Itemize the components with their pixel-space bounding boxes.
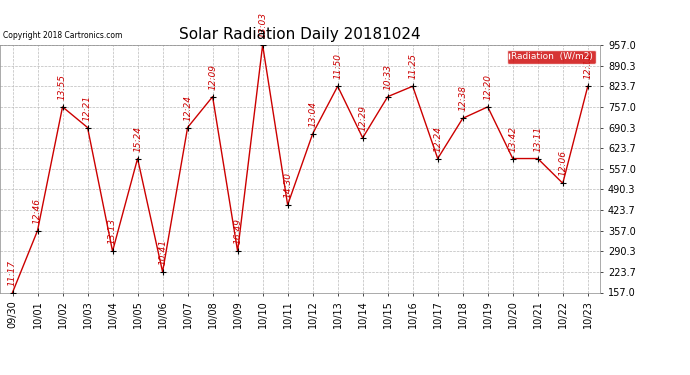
Text: 13:13: 13:13 (108, 218, 117, 244)
Text: 12:24: 12:24 (433, 126, 442, 152)
Text: 10:41: 10:41 (158, 239, 167, 265)
Text: 16:49: 16:49 (233, 218, 242, 244)
Text: 12:06: 12:06 (558, 150, 567, 176)
Text: 12:20: 12:20 (483, 74, 492, 100)
Text: 11:50: 11:50 (333, 53, 342, 79)
Text: 10:33: 10:33 (383, 64, 392, 90)
Legend: Radiation  (W/m2): Radiation (W/m2) (506, 50, 595, 64)
Text: 12:09: 12:09 (208, 64, 217, 90)
Text: 12:24: 12:24 (183, 94, 192, 121)
Text: 12:46: 12:46 (33, 198, 42, 223)
Text: 13:04: 13:04 (308, 101, 317, 127)
Text: 13:42: 13:42 (509, 126, 518, 152)
Text: 13:03: 13:03 (258, 12, 267, 38)
Text: 11:17: 11:17 (8, 260, 17, 285)
Text: 11:25: 11:25 (408, 53, 417, 79)
Text: 13:11: 13:11 (533, 126, 542, 152)
Text: 12:38: 12:38 (458, 86, 467, 111)
Text: 12:21: 12:21 (83, 94, 92, 121)
Text: 12:11: 12:11 (583, 53, 592, 79)
Text: Copyright 2018 Cartronics.com: Copyright 2018 Cartronics.com (3, 30, 123, 39)
Title: Solar Radiation Daily 20181024: Solar Radiation Daily 20181024 (179, 27, 421, 42)
Text: 15:24: 15:24 (133, 126, 142, 152)
Text: 12:29: 12:29 (358, 105, 367, 131)
Text: 14:30: 14:30 (283, 172, 292, 198)
Text: 13:55: 13:55 (58, 74, 67, 100)
